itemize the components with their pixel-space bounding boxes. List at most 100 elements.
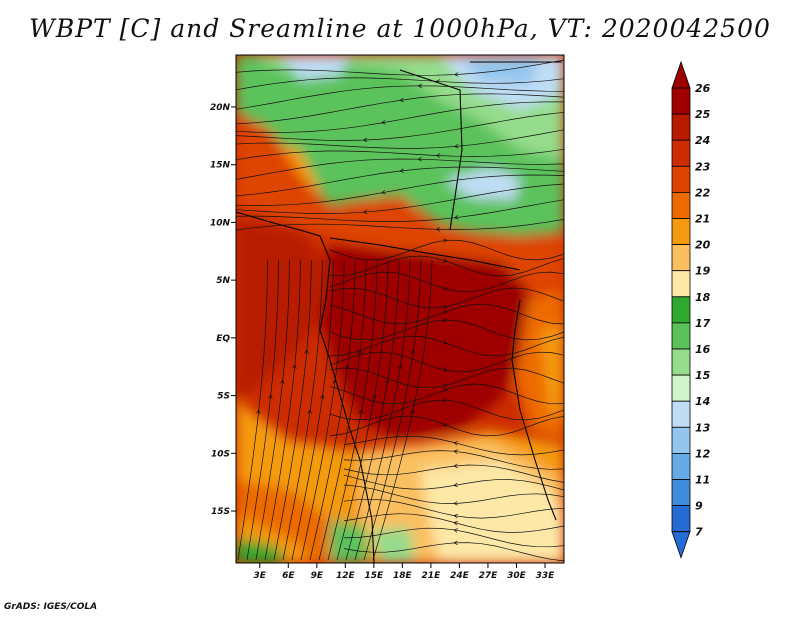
streamline-arrow — [443, 286, 448, 291]
streamline-arrow — [399, 97, 404, 103]
streamline-arrow — [453, 501, 458, 506]
colorbar-label: 11 — [695, 474, 710, 487]
colorbar-swatch — [671, 87, 691, 115]
streamline — [236, 148, 564, 161]
streamline-arrow — [453, 482, 458, 488]
longitude-axis: 3E 6E 9E 12E 15E 18E 21E 24E 27E 30E 33E — [254, 563, 555, 581]
colorbar-label: 13 — [695, 421, 711, 434]
streamline — [291, 259, 334, 561]
colorbar-label: 21 — [695, 213, 710, 226]
streamline — [236, 174, 564, 206]
streamline — [236, 199, 564, 222]
streamline-arrow — [435, 227, 441, 232]
colorbar-label: 22 — [695, 186, 711, 199]
streamline-arrow — [410, 349, 416, 354]
colorbar-swatch — [671, 191, 691, 219]
lat-tick-label: 5N — [216, 276, 230, 286]
lat-tick-label: 15S — [211, 507, 230, 517]
lat-tick-label: 15N — [210, 161, 231, 171]
lat-tick-label: 20N — [210, 103, 231, 113]
streamline-arrow — [453, 463, 458, 469]
colorbar-swatch — [671, 374, 691, 402]
colorbar-label: 16 — [695, 343, 711, 356]
color-bar: 26 25 24 23 22 21 20 19 18 17 16 15 14 13 12 11 9 7 — [671, 60, 711, 559]
colorbar-swatch — [671, 348, 691, 376]
lon-tick-label: 24E — [450, 571, 470, 581]
streamline-arrow — [435, 79, 441, 84]
streamline — [246, 259, 279, 561]
streamline — [236, 158, 564, 180]
streamline-arrow — [443, 304, 448, 310]
streamline-arrow — [417, 83, 422, 89]
streamline-arrow — [453, 143, 459, 149]
streamline-arrow — [304, 349, 309, 354]
streamline — [236, 129, 564, 149]
streamline — [300, 259, 345, 561]
streamline-arrow — [443, 238, 448, 243]
streamline-arrow — [453, 540, 458, 546]
streamline-arrow — [443, 318, 448, 323]
streamline-arrow — [453, 513, 458, 519]
lon-tick-label: 21E — [422, 571, 442, 581]
streamline-arrow — [292, 364, 297, 369]
colorbar-label: 15 — [695, 369, 711, 382]
wbpt-shading — [236, 55, 564, 563]
colorbar-label: 14 — [695, 395, 710, 408]
streamline-arrow — [362, 209, 368, 215]
streamline — [264, 259, 301, 561]
streamline-arrow — [453, 441, 458, 446]
streamline-arrow — [384, 379, 390, 384]
colorbar-label: 19 — [695, 265, 711, 278]
streamline-arrow — [443, 340, 448, 345]
lat-tick-label: 5S — [217, 392, 230, 402]
lat-tick-label: EQ — [216, 334, 230, 344]
streamline-arrow — [443, 398, 448, 403]
streamline — [236, 101, 564, 133]
streamline-arrow — [358, 409, 364, 414]
colorbar-swatch — [671, 296, 691, 324]
streamline — [309, 259, 356, 561]
streamline — [236, 219, 564, 231]
colorbar-label: 9 — [695, 500, 703, 513]
colorbar-swatch — [671, 505, 691, 533]
streamline — [236, 59, 564, 76]
grads-credit: GrADS: IGES/COLA — [4, 602, 98, 612]
streamline-arrow — [371, 394, 377, 399]
colorbar-swatch — [671, 165, 691, 193]
colorbar-swatch — [671, 479, 691, 507]
streamline-arrow — [280, 379, 285, 384]
streamline-arrow — [345, 364, 350, 369]
streamline — [255, 259, 290, 561]
streamline-arrow — [307, 409, 312, 414]
colorbar-swatch — [671, 452, 691, 480]
streamline-arrow — [453, 72, 459, 77]
colorbar-label: 12 — [695, 447, 711, 460]
colorbar-bottom-triangle — [671, 531, 691, 559]
colorbar-label: 24 — [695, 134, 710, 147]
colorbar-swatch — [671, 244, 691, 272]
colorbar-label: 26 — [695, 82, 711, 95]
streamline-arrow — [453, 449, 458, 454]
colorbar-label: 23 — [695, 160, 711, 173]
lon-tick-label: 15E — [365, 571, 385, 581]
streamline — [236, 77, 564, 91]
streamline — [336, 259, 389, 561]
streamline-arrow — [362, 137, 368, 143]
colorbar-label: 20 — [695, 239, 711, 252]
lon-tick-label: 18E — [393, 571, 413, 581]
streamline — [273, 259, 312, 561]
streamline-arrow — [410, 409, 415, 414]
lat-tick-label: 10S — [211, 449, 230, 459]
streamline-arrow — [381, 190, 386, 195]
colorbar-swatch — [671, 400, 691, 428]
colorbar-swatch — [671, 139, 691, 167]
streamline-arrow — [442, 310, 448, 315]
streamline — [318, 259, 367, 561]
lon-tick-label: 27E — [479, 571, 499, 581]
streamline — [345, 259, 400, 561]
streamline — [236, 111, 564, 141]
figure-title: WBPT [C] and Sreamline at 1000hPa, VT: 2… — [29, 14, 771, 43]
streamline-arrow — [381, 120, 386, 125]
